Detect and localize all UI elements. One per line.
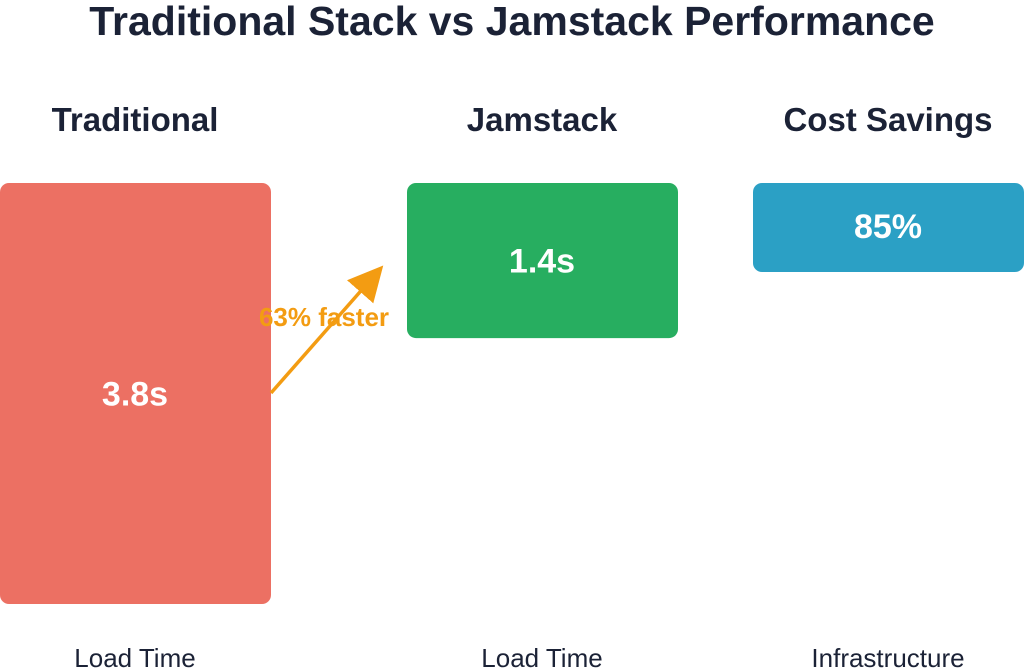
bar-traditional-load-time xyxy=(0,183,271,604)
bar-label-cost-savings: 85% xyxy=(854,208,922,246)
bar-label-jamstack: 1.4s xyxy=(509,243,575,281)
header-traditional: Traditional xyxy=(52,101,219,138)
bottom-label-jamstack: Load Time xyxy=(481,643,602,671)
header-jamstack: Jamstack xyxy=(467,101,618,138)
annotation-text: 63% faster xyxy=(259,302,389,332)
bottom-label-cost-savings: Infrastructure xyxy=(811,643,964,671)
bar-label-traditional: 3.8s xyxy=(102,376,168,414)
header-cost-savings: Cost Savings xyxy=(783,101,992,138)
bar-jamstack-load-time xyxy=(407,183,678,339)
annotation-arrow xyxy=(269,265,384,395)
bar-cost-savings xyxy=(753,183,1024,272)
bottom-label-traditional: Load Time xyxy=(74,643,195,671)
chart-title: Traditional Stack vs Jamstack Performanc… xyxy=(89,0,934,44)
